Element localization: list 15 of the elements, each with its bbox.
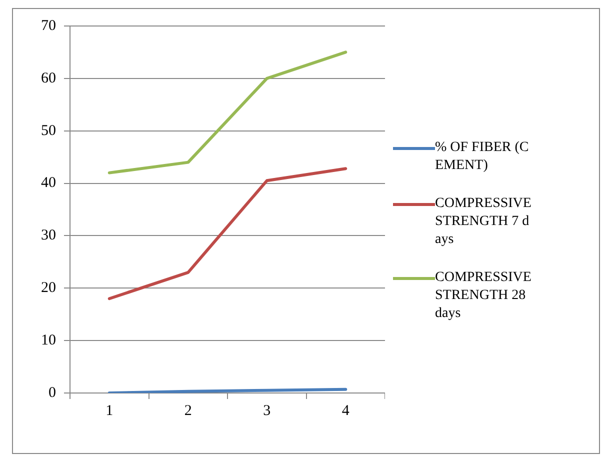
x-tick-label: 2	[184, 402, 192, 419]
x-tick-label: 4	[342, 402, 350, 419]
legend-label: COMPRESSIVE STRENGTH 28 days	[435, 269, 532, 323]
y-tick-label: 50	[41, 122, 56, 139]
y-tick-label: 40	[41, 175, 56, 192]
legend-label: % OF FIBER (CEMENT)	[435, 139, 530, 175]
y-tick-label: 10	[41, 332, 56, 349]
y-tick-label: 0	[48, 384, 56, 401]
y-tick-label: 60	[41, 70, 56, 86]
x-tick-label: 1	[106, 402, 114, 419]
x-tick-label: 3	[263, 402, 271, 419]
legend-label: COMPRESSIVE STRENGTH 7 days	[435, 195, 532, 249]
y-tick-label: 20	[41, 280, 56, 296]
y-tick-label: 30	[41, 228, 56, 244]
y-tick-label: 70	[41, 18, 56, 34]
